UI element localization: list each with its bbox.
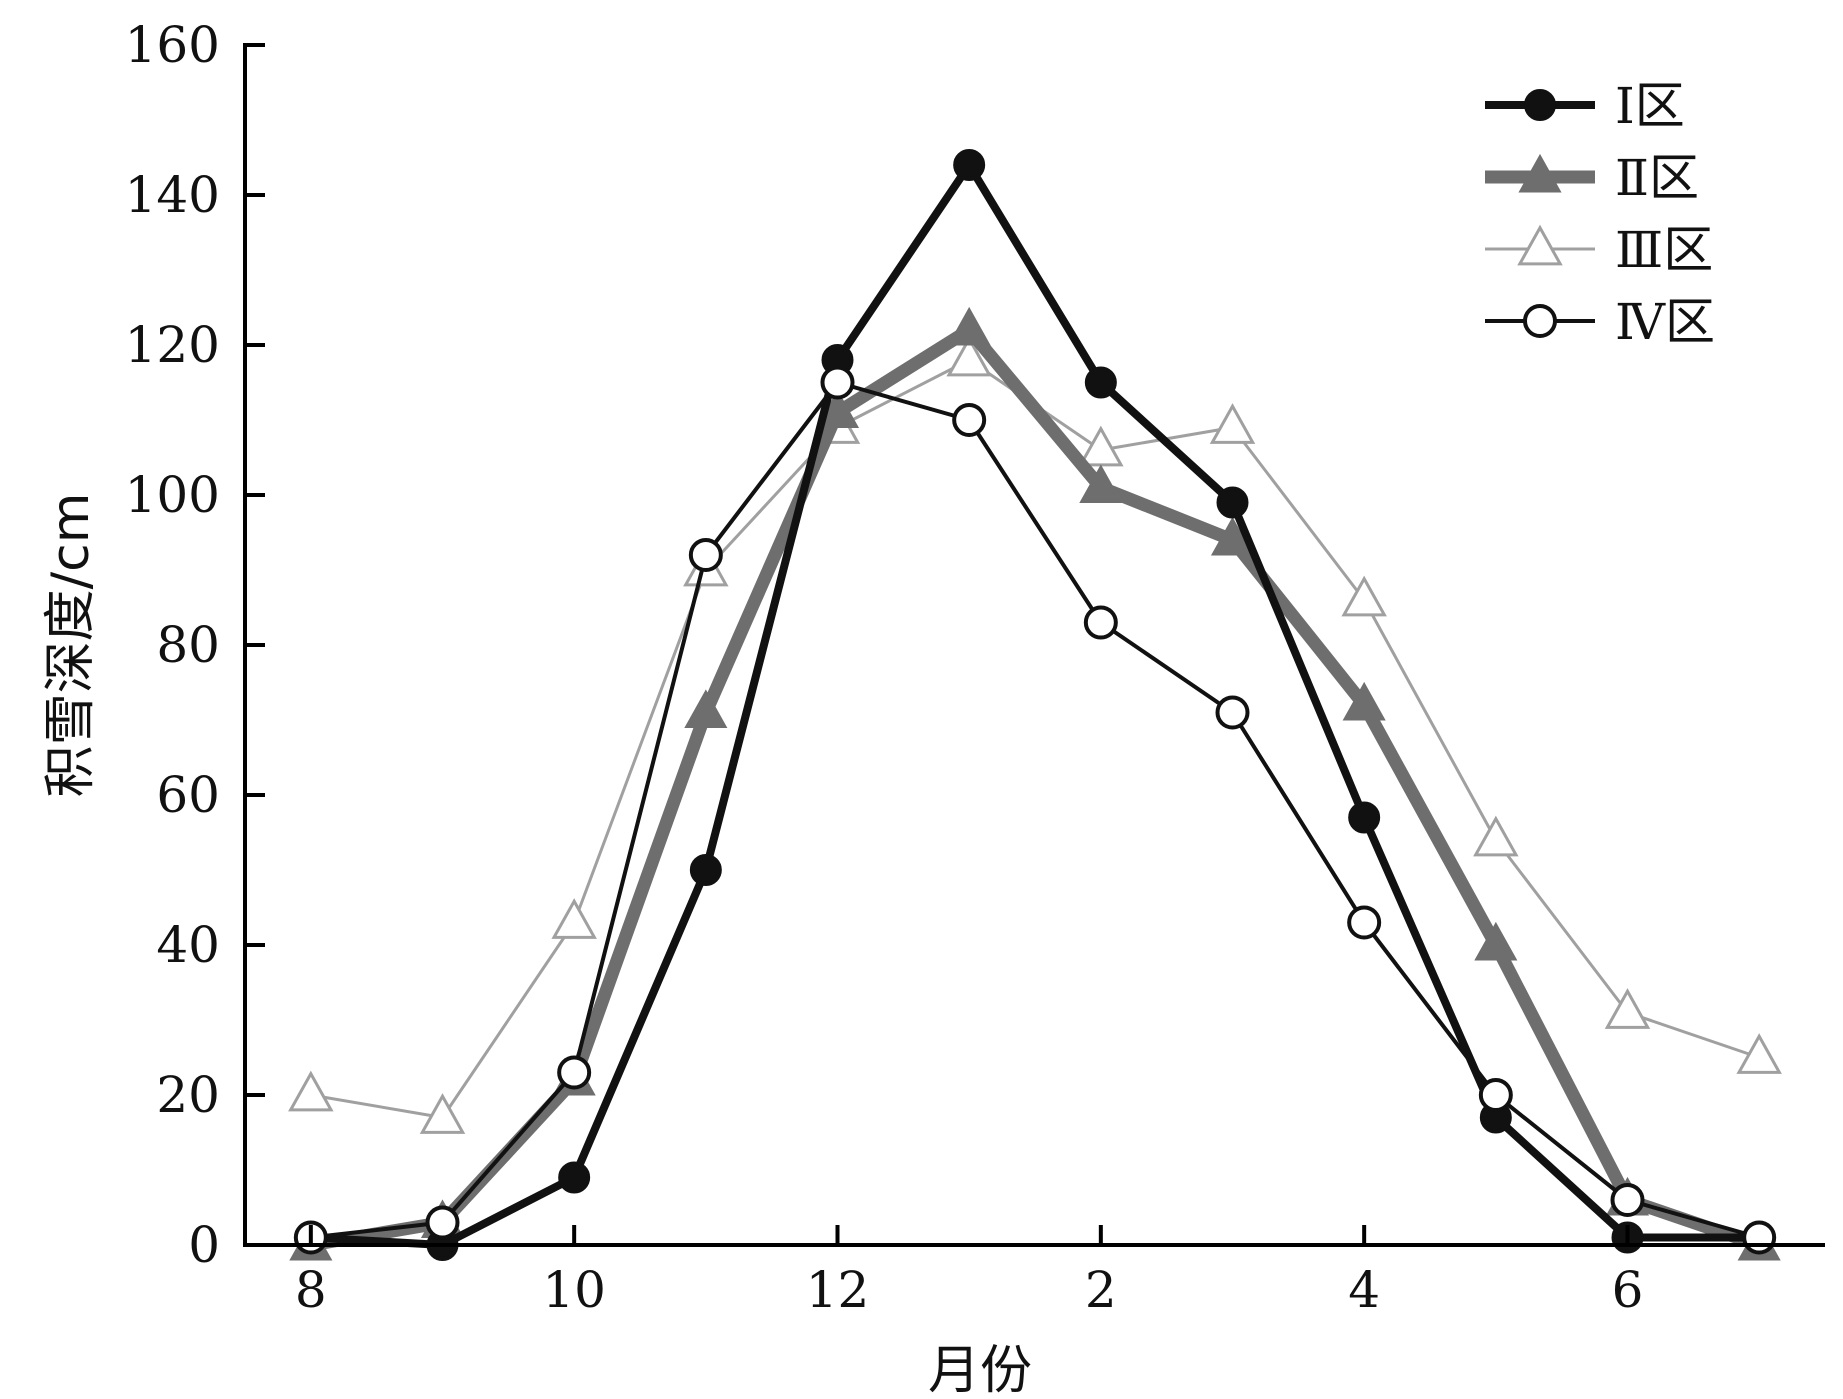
y-axis-title: 积雪深度/cm <box>41 493 101 798</box>
data-point <box>1473 815 1519 857</box>
data-point <box>1736 1033 1782 1074</box>
legend-entry: Ⅲ区 <box>1485 221 1713 279</box>
y-tick-label: 20 <box>156 1066 220 1124</box>
y-tick-label: 100 <box>125 466 220 524</box>
data-point <box>952 403 987 437</box>
data-point <box>946 335 992 377</box>
data-point <box>689 854 722 886</box>
data-point <box>1083 605 1118 640</box>
series-2 <box>289 306 1781 1261</box>
legend-label: Ⅱ区 <box>1615 149 1699 207</box>
legend-label: Ⅳ区 <box>1615 293 1715 351</box>
y-tick-label: 140 <box>125 166 220 224</box>
data-point <box>1604 988 1651 1029</box>
data-point <box>1215 695 1250 730</box>
data-point <box>1478 1078 1513 1112</box>
legend-marker <box>1524 89 1556 121</box>
data-point <box>1210 516 1255 556</box>
series-line <box>310 380 1760 1240</box>
data-point <box>419 1093 466 1134</box>
series-line <box>309 323 1762 1252</box>
series-line <box>310 358 1760 1119</box>
data-point <box>953 149 986 181</box>
y-tick-label: 120 <box>125 316 220 374</box>
x-tick-label: 2 <box>1085 1261 1117 1319</box>
y-tick-label: 0 <box>188 1216 220 1274</box>
data-point <box>1348 801 1381 834</box>
data-point <box>551 898 597 939</box>
data-point <box>947 306 991 346</box>
y-tick-label: 160 <box>125 16 220 74</box>
y-tick-label: 60 <box>156 766 220 824</box>
data-point <box>288 1070 334 1112</box>
series-line <box>310 161 1760 1249</box>
y-tick-label: 40 <box>156 916 220 974</box>
data-point <box>688 538 723 572</box>
x-tick-label: 6 <box>1612 1261 1644 1319</box>
y-tick-label: 80 <box>156 616 220 674</box>
data-point <box>1342 681 1386 721</box>
legend-entry: Ⅰ区 <box>1485 77 1685 135</box>
x-tick-label: 10 <box>542 1261 606 1319</box>
x-axis-title: 月份 <box>928 1341 1032 1399</box>
legend-marker <box>1523 304 1557 338</box>
data-point <box>820 365 855 400</box>
series-3 <box>288 335 1782 1134</box>
data-point <box>1209 403 1256 444</box>
legend-entry: Ⅳ区 <box>1485 293 1715 351</box>
legend-entry: Ⅱ区 <box>1485 149 1699 207</box>
data-point <box>558 1161 591 1194</box>
data-point <box>1610 1183 1645 1217</box>
data-point <box>425 1205 460 1240</box>
data-point <box>1742 1220 1777 1255</box>
x-tick-label: 4 <box>1348 1261 1380 1319</box>
data-point <box>1216 486 1249 519</box>
series-4 <box>293 365 1777 1255</box>
legend-marker <box>1517 224 1563 266</box>
plot-area <box>288 149 1782 1261</box>
data-point <box>1474 921 1518 961</box>
axes: 0 20 40 60 80 100 120 140 160 8 10 12 2 4 6 <box>125 16 1825 1319</box>
data-point <box>557 1055 592 1090</box>
x-tick-label: 12 <box>806 1261 870 1319</box>
data-point <box>1341 575 1387 617</box>
legend: Ⅰ区 Ⅱ区 Ⅲ区 Ⅳ区 <box>1485 77 1715 351</box>
data-point <box>1347 905 1382 940</box>
data-point <box>684 689 728 728</box>
x-tick-label: 8 <box>295 1261 327 1319</box>
legend-label: Ⅰ区 <box>1615 77 1685 135</box>
legend-label: Ⅲ区 <box>1615 221 1713 279</box>
data-point <box>1079 464 1123 503</box>
legend-marker <box>1518 153 1562 193</box>
data-point <box>1084 366 1117 399</box>
